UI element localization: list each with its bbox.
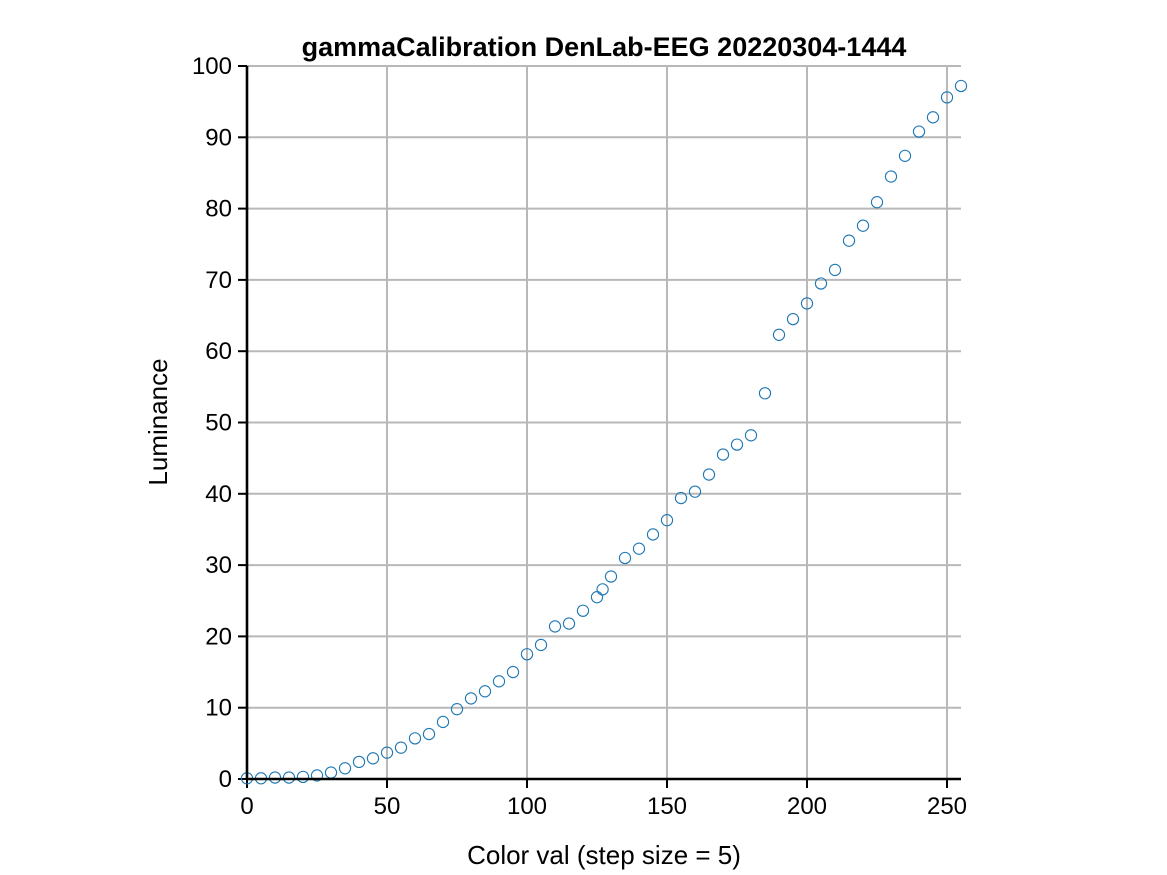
data-point	[534, 638, 548, 652]
data-point	[884, 170, 898, 183]
y-tick-label: 80	[205, 196, 232, 223]
data-point	[926, 111, 940, 124]
data-point	[618, 551, 632, 565]
data-point	[562, 617, 576, 630]
data-point	[632, 542, 646, 555]
data-point	[954, 79, 968, 93]
data-point	[772, 328, 786, 341]
data-point	[898, 149, 912, 162]
data-point	[596, 583, 609, 596]
data-point	[408, 732, 422, 745]
data-point	[520, 648, 534, 661]
data-point	[310, 769, 324, 782]
data-point	[436, 715, 450, 729]
y-tick-label: 60	[205, 338, 232, 365]
data-point	[492, 675, 506, 688]
data-point	[352, 755, 366, 769]
y-tick-label: 40	[205, 481, 232, 508]
data-point	[660, 514, 674, 527]
data-points	[240, 79, 968, 785]
data-point	[338, 762, 352, 775]
data-point	[548, 620, 562, 633]
data-point	[800, 297, 814, 310]
data-point	[450, 702, 464, 716]
x-tick-label: 50	[374, 793, 401, 820]
y-tick-label: 20	[205, 623, 232, 650]
data-point	[268, 771, 282, 784]
data-point	[716, 448, 730, 461]
data-point	[478, 685, 492, 698]
data-point	[506, 665, 520, 679]
data-point	[422, 727, 436, 741]
y-tick-label: 70	[205, 267, 232, 294]
data-point	[366, 752, 380, 765]
y-tick-label: 90	[205, 124, 232, 151]
data-point	[702, 468, 716, 481]
data-point	[688, 485, 702, 498]
data-point	[282, 771, 296, 784]
data-point	[646, 528, 660, 541]
data-point	[786, 312, 800, 326]
data-point	[870, 196, 884, 209]
x-tick-label: 200	[787, 793, 827, 820]
data-point	[758, 387, 772, 400]
grid	[246, 65, 961, 780]
data-point	[324, 766, 338, 779]
data-point	[856, 219, 870, 232]
data-point	[912, 125, 926, 138]
y-tick-label: 10	[205, 695, 232, 722]
data-point	[380, 746, 394, 759]
data-point	[394, 741, 408, 754]
x-axis-label: Color val (step size = 5)	[467, 840, 741, 870]
data-point	[464, 692, 478, 705]
data-point	[296, 770, 310, 784]
data-point	[576, 604, 590, 617]
data-point	[940, 91, 954, 104]
y-tick-label: 0	[219, 766, 232, 793]
data-point	[674, 491, 688, 505]
data-point	[814, 277, 828, 290]
y-tick-label: 30	[205, 552, 232, 579]
x-tick-label: 100	[507, 793, 547, 820]
data-point	[828, 263, 842, 277]
data-point	[730, 438, 744, 451]
data-point	[604, 570, 618, 583]
data-point	[744, 429, 758, 442]
x-tick-label: 150	[647, 793, 687, 820]
data-point	[590, 591, 604, 604]
axis-ticks: 0 50 100 150 200 250 0 10 20 30 40 50 60 70 80 90 100	[192, 53, 967, 820]
chart-title: gammaCalibration DenLab-EEG 20220304-144…	[302, 32, 907, 62]
y-axis-label: Luminance	[143, 358, 173, 485]
x-tick-label: 250	[927, 793, 967, 820]
y-tick-label: 50	[205, 410, 232, 437]
x-tick-label: 0	[240, 793, 253, 820]
y-tick-label: 100	[192, 53, 232, 80]
data-point	[842, 234, 856, 247]
